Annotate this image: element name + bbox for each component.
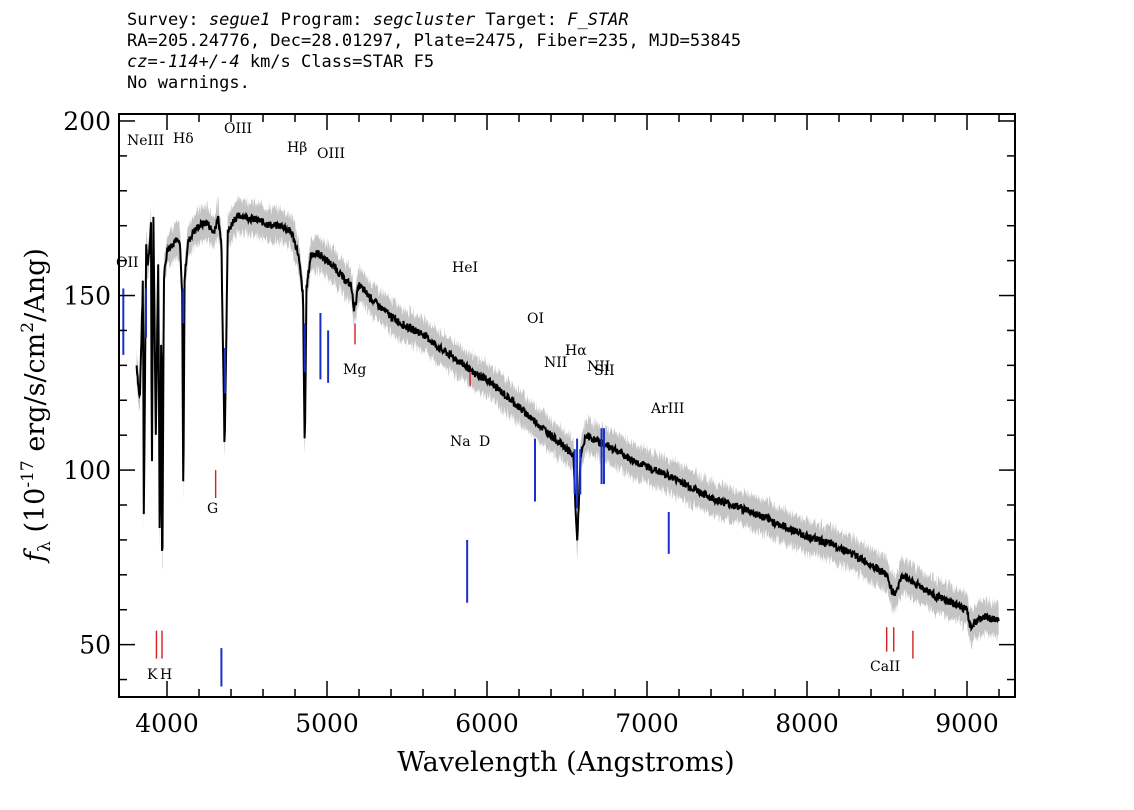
header-line-warnings: No warnings. [127, 73, 250, 93]
target-value: F_STAR [567, 10, 629, 30]
line-label-halpha: Hα [565, 343, 587, 359]
line-label-hei: HeI [452, 260, 478, 276]
x-axis-title: Wavelength (Angstroms) [397, 747, 734, 778]
spectrum-layer [135, 211, 1000, 633]
y-tick-label: 150 [63, 282, 111, 311]
class-value: km/s Class=STAR F5 [239, 52, 435, 72]
line-label-k: K [147, 667, 158, 683]
line-label-neiii: NeIII [127, 133, 164, 149]
y-tick-label: 100 [63, 456, 111, 485]
target-label: Target: [485, 10, 557, 30]
plot-frame [118, 113, 1016, 698]
program-label: Program: [280, 10, 363, 30]
line-label-oiii-4363: OIII [224, 121, 252, 137]
axis-tick-labels: 4000 5000 6000 7000 8000 9000 50 100 150 200 [63, 107, 999, 738]
error-band [136, 194, 999, 650]
line-label-d: D [479, 434, 490, 450]
spectral-line-labels: OII NeIII Hδ OIII Hβ OIII HeI OI NII Hα … [116, 121, 900, 683]
x-tick-label: 7000 [615, 709, 679, 738]
survey-value: segue1 [208, 10, 271, 30]
cz-value: cz=-114+/-4 [127, 52, 240, 72]
line-label-g: G [207, 501, 218, 517]
header-line-coords: RA=205.24776, Dec=28.01297, Plate=2475, … [127, 31, 742, 51]
spectral-line-markers [122, 288, 914, 687]
line-label-caii: CaII [870, 659, 900, 675]
program-value: segcluster [372, 10, 476, 30]
line-label-oi: OI [527, 311, 544, 327]
line-label-nii-6548: NII [544, 355, 567, 371]
error-band-layer [136, 194, 999, 650]
line-label-ariii: ArIII [650, 401, 684, 417]
header-line-survey: Survey: segue1 Program: segcluster Targe… [127, 10, 1027, 31]
line-label-hbeta: Hβ [287, 140, 307, 156]
y-tick-label: 50 [79, 631, 111, 660]
survey-label: Survey: [127, 10, 199, 30]
line-label-hdelta: Hδ [173, 131, 194, 147]
line-label-mg: Mg [343, 362, 366, 378]
line-label-oii: OII [116, 255, 139, 271]
y-axis-title: fλ (10-17 erg/s/cm2/Ang) [18, 248, 55, 564]
spectrum-line [135, 211, 1000, 633]
line-label-h: H [160, 667, 172, 683]
line-label-sii: SII [594, 363, 615, 379]
line-label-na: Na [450, 434, 471, 450]
spectrum-header: Survey: segue1 Program: segcluster Targe… [127, 10, 1027, 94]
x-tick-label: 6000 [455, 709, 519, 738]
x-tick-label: 8000 [775, 709, 839, 738]
line-label-nii-6583: NII [587, 359, 610, 375]
x-tick-label: 5000 [295, 709, 359, 738]
x-tick-label: 9000 [935, 709, 999, 738]
header-line-redshift: cz=-114+/-4 km/s Class=STAR F5 [127, 52, 1027, 73]
axis-ticks [119, 114, 1015, 697]
x-tick-label: 4000 [135, 709, 199, 738]
line-label-oiii-5007: OIII [317, 146, 345, 162]
y-tick-label: 200 [63, 107, 111, 136]
